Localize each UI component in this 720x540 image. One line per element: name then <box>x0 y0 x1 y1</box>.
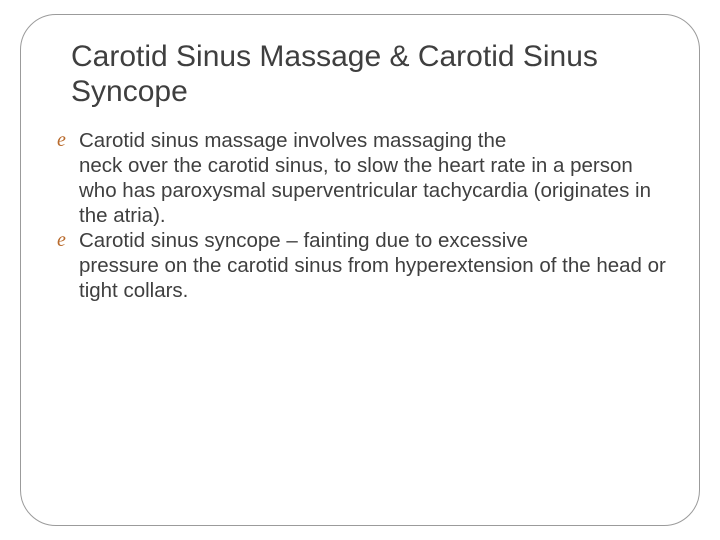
swirl-bullet-icon: e <box>57 128 79 152</box>
slide-frame: Carotid Sinus Massage & Carotid Sinus Sy… <box>20 14 700 526</box>
bullet-text-continuation: neck over the carotid sinus, to slow the… <box>79 153 669 228</box>
bullet-item: e Carotid sinus syncope – fainting due t… <box>57 228 669 303</box>
bullet-text-continuation: pressure on the carotid sinus from hyper… <box>79 253 669 303</box>
bullet-first-line: e Carotid sinus massage involves massagi… <box>57 128 669 153</box>
bullet-first-line: e Carotid sinus syncope – fainting due t… <box>57 228 669 253</box>
slide-body: e Carotid sinus massage involves massagi… <box>57 128 669 303</box>
bullet-text: Carotid sinus syncope – fainting due to … <box>79 228 669 253</box>
swirl-bullet-icon: e <box>57 228 79 252</box>
slide-title: Carotid Sinus Massage & Carotid Sinus Sy… <box>71 39 669 110</box>
bullet-text: Carotid sinus massage involves massaging… <box>79 128 669 153</box>
bullet-item: e Carotid sinus massage involves massagi… <box>57 128 669 228</box>
